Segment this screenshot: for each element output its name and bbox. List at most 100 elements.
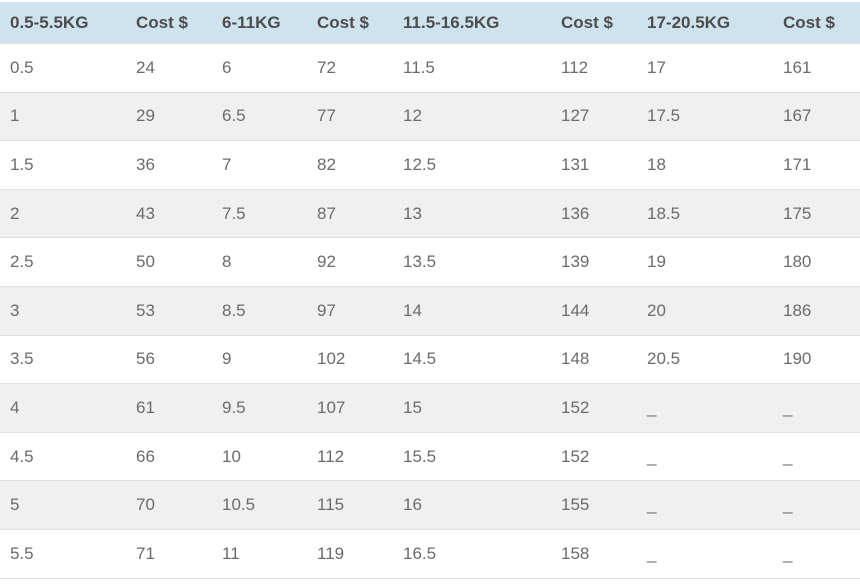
table-cell: 119 bbox=[317, 543, 345, 563]
table-cell: 66 bbox=[136, 446, 155, 466]
table-body: 0.5 24 6 72 11.5 112 17 161 1 29 6.5 77 12 127 17.5 167… bbox=[0, 43, 860, 579]
table-cell: 20.5 bbox=[647, 349, 681, 369]
table-cell: 3.5 bbox=[10, 349, 34, 369]
table-cell: _ bbox=[783, 543, 793, 563]
table-cell: 107 bbox=[317, 397, 346, 417]
table-cell: 7 bbox=[222, 154, 232, 174]
table-row: 0.5 24 6 72 11.5 112 17 161 bbox=[0, 43, 860, 93]
table-cell: 152 bbox=[561, 446, 590, 466]
table-cell: 20 bbox=[647, 300, 666, 320]
header-cell-weight-range-4: 17-20.5KG bbox=[637, 2, 773, 44]
table-row: 3 53 8.5 97 14 144 20 186 bbox=[0, 286, 860, 336]
table-row: 2.5 50 8 92 13.5 139 19 180 bbox=[0, 237, 860, 287]
table-cell: 8 bbox=[222, 252, 232, 272]
table-cell: 148 bbox=[561, 349, 590, 369]
table-cell: 5.5 bbox=[10, 543, 34, 563]
table-cell: 5 bbox=[10, 495, 20, 515]
table-cell: 72 bbox=[317, 57, 336, 77]
table-cell: 102 bbox=[317, 349, 346, 369]
table-cell: 18 bbox=[647, 154, 666, 174]
header-cell-cost-3: Cost $ bbox=[551, 2, 637, 44]
table-cell: 8.5 bbox=[222, 300, 246, 320]
table-cell: 15 bbox=[403, 397, 422, 417]
table-cell: 12 bbox=[403, 106, 422, 126]
table-cell: 9 bbox=[222, 349, 232, 369]
table-cell: 136 bbox=[561, 203, 590, 223]
table-cell: 82 bbox=[317, 154, 336, 174]
table-cell: 12.5 bbox=[403, 154, 437, 174]
header-row: 0.5-5.5KG Cost $ 6-11KG Cost $ 11.5-16.5… bbox=[0, 2, 860, 44]
header-cell-cost-2: Cost $ bbox=[307, 2, 393, 44]
table-cell: 13 bbox=[403, 203, 422, 223]
table-cell: 61 bbox=[136, 397, 155, 417]
table-cell: 127 bbox=[561, 106, 590, 126]
table-cell: 6.5 bbox=[222, 106, 246, 126]
table-cell: 97 bbox=[317, 300, 336, 320]
table-cell: _ bbox=[647, 397, 657, 417]
table-cell: 50 bbox=[136, 252, 155, 272]
table-row: 4.5 66 10 112 15.5 152 _ _ bbox=[0, 432, 860, 481]
table-cell: 14 bbox=[403, 300, 422, 320]
table-cell: 155 bbox=[561, 495, 590, 515]
table-cell: _ bbox=[647, 543, 657, 563]
table-cell: 16 bbox=[403, 495, 422, 515]
table-cell: 15.5 bbox=[403, 446, 437, 466]
header-cell-weight-range-3: 11.5-16.5KG bbox=[393, 2, 551, 44]
table-row: 1 29 6.5 77 12 127 17.5 167 bbox=[0, 92, 860, 141]
table-cell: 10 bbox=[222, 446, 241, 466]
table-cell: 175 bbox=[783, 203, 812, 223]
table-cell: 43 bbox=[136, 203, 155, 223]
header-cell-weight-range-1: 0.5-5.5KG bbox=[0, 2, 126, 44]
table-cell: 77 bbox=[317, 106, 336, 126]
table-cell: 24 bbox=[136, 57, 155, 77]
table-cell: 71 bbox=[136, 543, 155, 563]
table-cell: 10.5 bbox=[222, 495, 256, 515]
header-cell-cost-4: Cost $ bbox=[773, 2, 860, 44]
table-cell: 17.5 bbox=[647, 106, 681, 126]
table-cell: 70 bbox=[136, 495, 155, 515]
table-cell: _ bbox=[783, 446, 793, 466]
table-cell: 2 bbox=[10, 203, 20, 223]
table-cell: 112 bbox=[317, 446, 345, 466]
table-cell: 9.5 bbox=[222, 397, 246, 417]
header-cell-weight-range-2: 6-11KG bbox=[212, 2, 307, 44]
table-cell: 186 bbox=[783, 300, 812, 320]
table-cell: 139 bbox=[561, 252, 590, 272]
table-cell: 11.5 bbox=[403, 57, 435, 77]
table-cell: 18.5 bbox=[647, 203, 681, 223]
table-cell: 3 bbox=[10, 300, 20, 320]
table-cell: 1.5 bbox=[10, 154, 34, 174]
table-cell: _ bbox=[783, 397, 793, 417]
table-row: 2 43 7.5 87 13 136 18.5 175 bbox=[0, 189, 860, 238]
table-header: 0.5-5.5KG Cost $ 6-11KG Cost $ 11.5-16.5… bbox=[0, 2, 860, 44]
table-row: 3.5 56 9 102 14.5 148 20.5 190 bbox=[0, 335, 860, 384]
table-row: 5.5 71 11 119 16.5 158 _ _ bbox=[0, 529, 860, 579]
table-cell: 131 bbox=[561, 154, 590, 174]
table-cell: 6 bbox=[222, 57, 232, 77]
table-cell: 1 bbox=[10, 106, 20, 126]
table-row: 4 61 9.5 107 15 152 _ _ bbox=[0, 383, 860, 433]
table-cell: 19 bbox=[647, 252, 666, 272]
header-cell-cost-1: Cost $ bbox=[126, 2, 212, 44]
table-cell: 29 bbox=[136, 106, 155, 126]
table-cell: 92 bbox=[317, 252, 336, 272]
table-cell: 87 bbox=[317, 203, 336, 223]
table-cell: 171 bbox=[783, 154, 812, 174]
table-cell: _ bbox=[647, 446, 657, 466]
table-cell: 13.5 bbox=[403, 252, 437, 272]
table-cell: 180 bbox=[783, 252, 812, 272]
table-cell: 7.5 bbox=[222, 203, 246, 223]
table-cell: _ bbox=[647, 495, 657, 515]
table-cell: 2.5 bbox=[10, 252, 34, 272]
table-row: 5 70 10.5 115 16 155 _ _ bbox=[0, 480, 860, 530]
table-cell: 158 bbox=[561, 543, 590, 563]
table-cell: 112 bbox=[561, 57, 589, 77]
table-row: 1.5 36 7 82 12.5 131 18 171 bbox=[0, 140, 860, 190]
table-cell: 0.5 bbox=[10, 57, 34, 77]
table-cell: 11 bbox=[222, 543, 240, 563]
table-cell: 152 bbox=[561, 397, 590, 417]
table-cell: 17 bbox=[647, 57, 666, 77]
table-cell: 36 bbox=[136, 154, 155, 174]
